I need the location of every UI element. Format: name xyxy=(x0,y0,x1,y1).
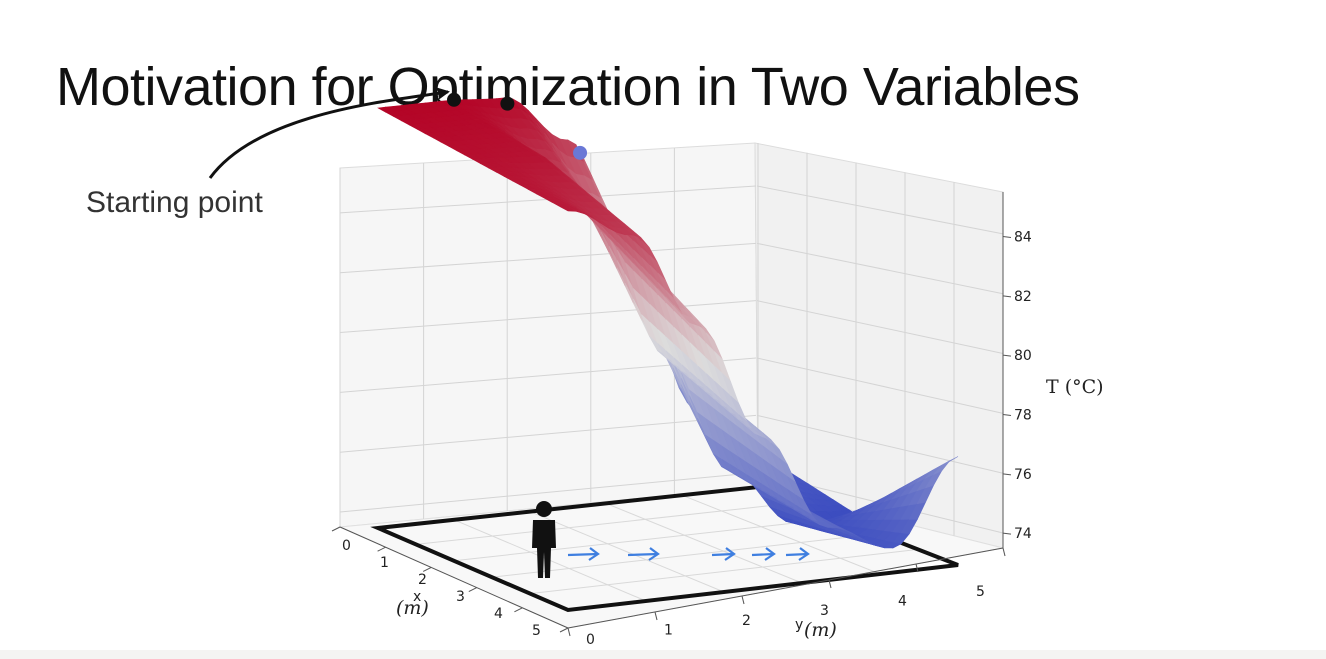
annotation-arrow xyxy=(208,87,450,179)
z-tick-label-76: 76 xyxy=(1014,467,1032,483)
person-icon xyxy=(532,501,556,578)
floor-arrow-shaft xyxy=(711,552,735,557)
y-tick-mark xyxy=(1002,547,1006,557)
floor-arrow-shaft xyxy=(751,552,775,557)
z-tick-label-84: 84 xyxy=(1014,230,1032,246)
point-step-1 xyxy=(500,96,515,111)
axis-labels: T (°C)x(m)y (m) xyxy=(396,376,1104,641)
floor-grid-line xyxy=(529,548,919,595)
x-tick-label-2: 2 xyxy=(418,572,427,588)
floor-plane xyxy=(370,484,959,613)
z-tick-mark xyxy=(1002,414,1012,416)
z-tick-label-80: 80 xyxy=(1014,348,1032,364)
floor-outline xyxy=(370,484,959,613)
grid-line-z-left xyxy=(339,472,757,513)
y-tick-label-4: 4 xyxy=(898,594,907,610)
grid-line-z-right xyxy=(756,357,1004,414)
x-axis-line xyxy=(339,526,569,629)
floor-arrow xyxy=(567,547,600,561)
starting-point-arrow xyxy=(208,87,450,179)
z-tick-mark xyxy=(1002,532,1012,535)
grid-line-z-right xyxy=(756,300,1004,355)
floor-arrow xyxy=(751,547,776,561)
z-tick-mark xyxy=(1002,236,1012,238)
point-step-2 xyxy=(573,145,588,160)
z-tick-label-82: 82 xyxy=(1014,289,1032,305)
floor-arrow-head xyxy=(648,547,660,561)
x-tick-mark xyxy=(422,566,432,572)
z-tick-label-74: 74 xyxy=(1014,526,1032,542)
y-tick-label-1: 1 xyxy=(664,622,673,638)
x-tick-label-5: 5 xyxy=(532,623,541,639)
temperature-surface xyxy=(377,97,959,549)
grid-line-z-left xyxy=(339,300,757,334)
x-tick-label-3: 3 xyxy=(456,589,465,605)
floor-grid-line xyxy=(415,502,799,545)
floor-arrow-head xyxy=(798,547,810,561)
y-axis-label: y xyxy=(795,617,803,633)
z-tick-mark xyxy=(1002,473,1012,476)
floor-arrow-shaft xyxy=(567,552,599,557)
floor-arrow-head xyxy=(764,547,776,561)
floor-grid-line xyxy=(605,502,803,584)
floor-arrow-head xyxy=(588,547,600,561)
y-tick-label-0: 0 xyxy=(586,632,595,648)
x-tick-label-0: 0 xyxy=(342,538,351,554)
grid-lines xyxy=(339,143,1004,548)
y-axis-line xyxy=(567,547,1004,629)
point-start xyxy=(447,92,461,107)
y-tick-label-5: 5 xyxy=(976,584,985,600)
floor-arrow-shaft xyxy=(785,552,809,557)
surface-facet xyxy=(941,456,959,466)
z-tick-mark xyxy=(1002,354,1012,357)
person-body xyxy=(532,520,556,578)
x-tick-mark xyxy=(377,546,386,552)
starting-point-label: Starting point xyxy=(86,186,263,219)
floor-arrow xyxy=(711,547,736,561)
floor-grid-line xyxy=(681,494,881,575)
grid-line-z-left xyxy=(339,414,757,453)
grid-line-z-right xyxy=(756,414,1004,474)
tick-labels: 74 76 78 80 82 84 0 1 2 3 4 5 0 1 2 3 4 5 xyxy=(331,192,1032,648)
y-tick-mark xyxy=(741,595,745,605)
grid-line-z-right xyxy=(756,242,1004,295)
x-tick-mark xyxy=(559,627,569,633)
y-tick-mark xyxy=(567,627,571,637)
bottom-bar xyxy=(0,650,1326,659)
descent-points xyxy=(447,92,588,160)
floor-arrow xyxy=(627,547,660,561)
z-tick-mark xyxy=(1002,295,1012,298)
x-tick-mark xyxy=(331,526,341,532)
x-tick-mark xyxy=(514,607,523,613)
floor-arrow-head xyxy=(724,547,736,561)
floor-grid-line xyxy=(453,517,839,562)
floor-grid-line xyxy=(529,511,725,593)
y-tick-mark xyxy=(654,611,658,621)
y-tick-mark xyxy=(828,579,832,589)
x-tick-mark xyxy=(468,587,478,593)
grid-line-z-left xyxy=(339,242,757,274)
person-head xyxy=(536,501,552,517)
x-axis-unit: (m) xyxy=(396,597,429,619)
y-tick-label-3: 3 xyxy=(820,603,829,619)
slide-title: Motivation for Optimization in Two Varia… xyxy=(56,57,1080,117)
y-tick-mark xyxy=(915,563,919,573)
floor-grid-line xyxy=(491,533,879,578)
floor-arrow-shaft xyxy=(627,552,659,557)
y-tick-label-2: 2 xyxy=(742,613,751,629)
x-tick-label-1: 1 xyxy=(380,555,389,571)
grid-line-z-right xyxy=(756,185,1004,235)
x-tick-label-4: 4 xyxy=(494,606,503,622)
floor-arrow xyxy=(785,547,810,561)
x-axis-label: x xyxy=(413,589,421,605)
z-axis-label: T (°C) xyxy=(1046,376,1104,398)
y-axis-unit: (m) xyxy=(804,619,837,641)
z-tick-label-78: 78 xyxy=(1014,408,1032,424)
